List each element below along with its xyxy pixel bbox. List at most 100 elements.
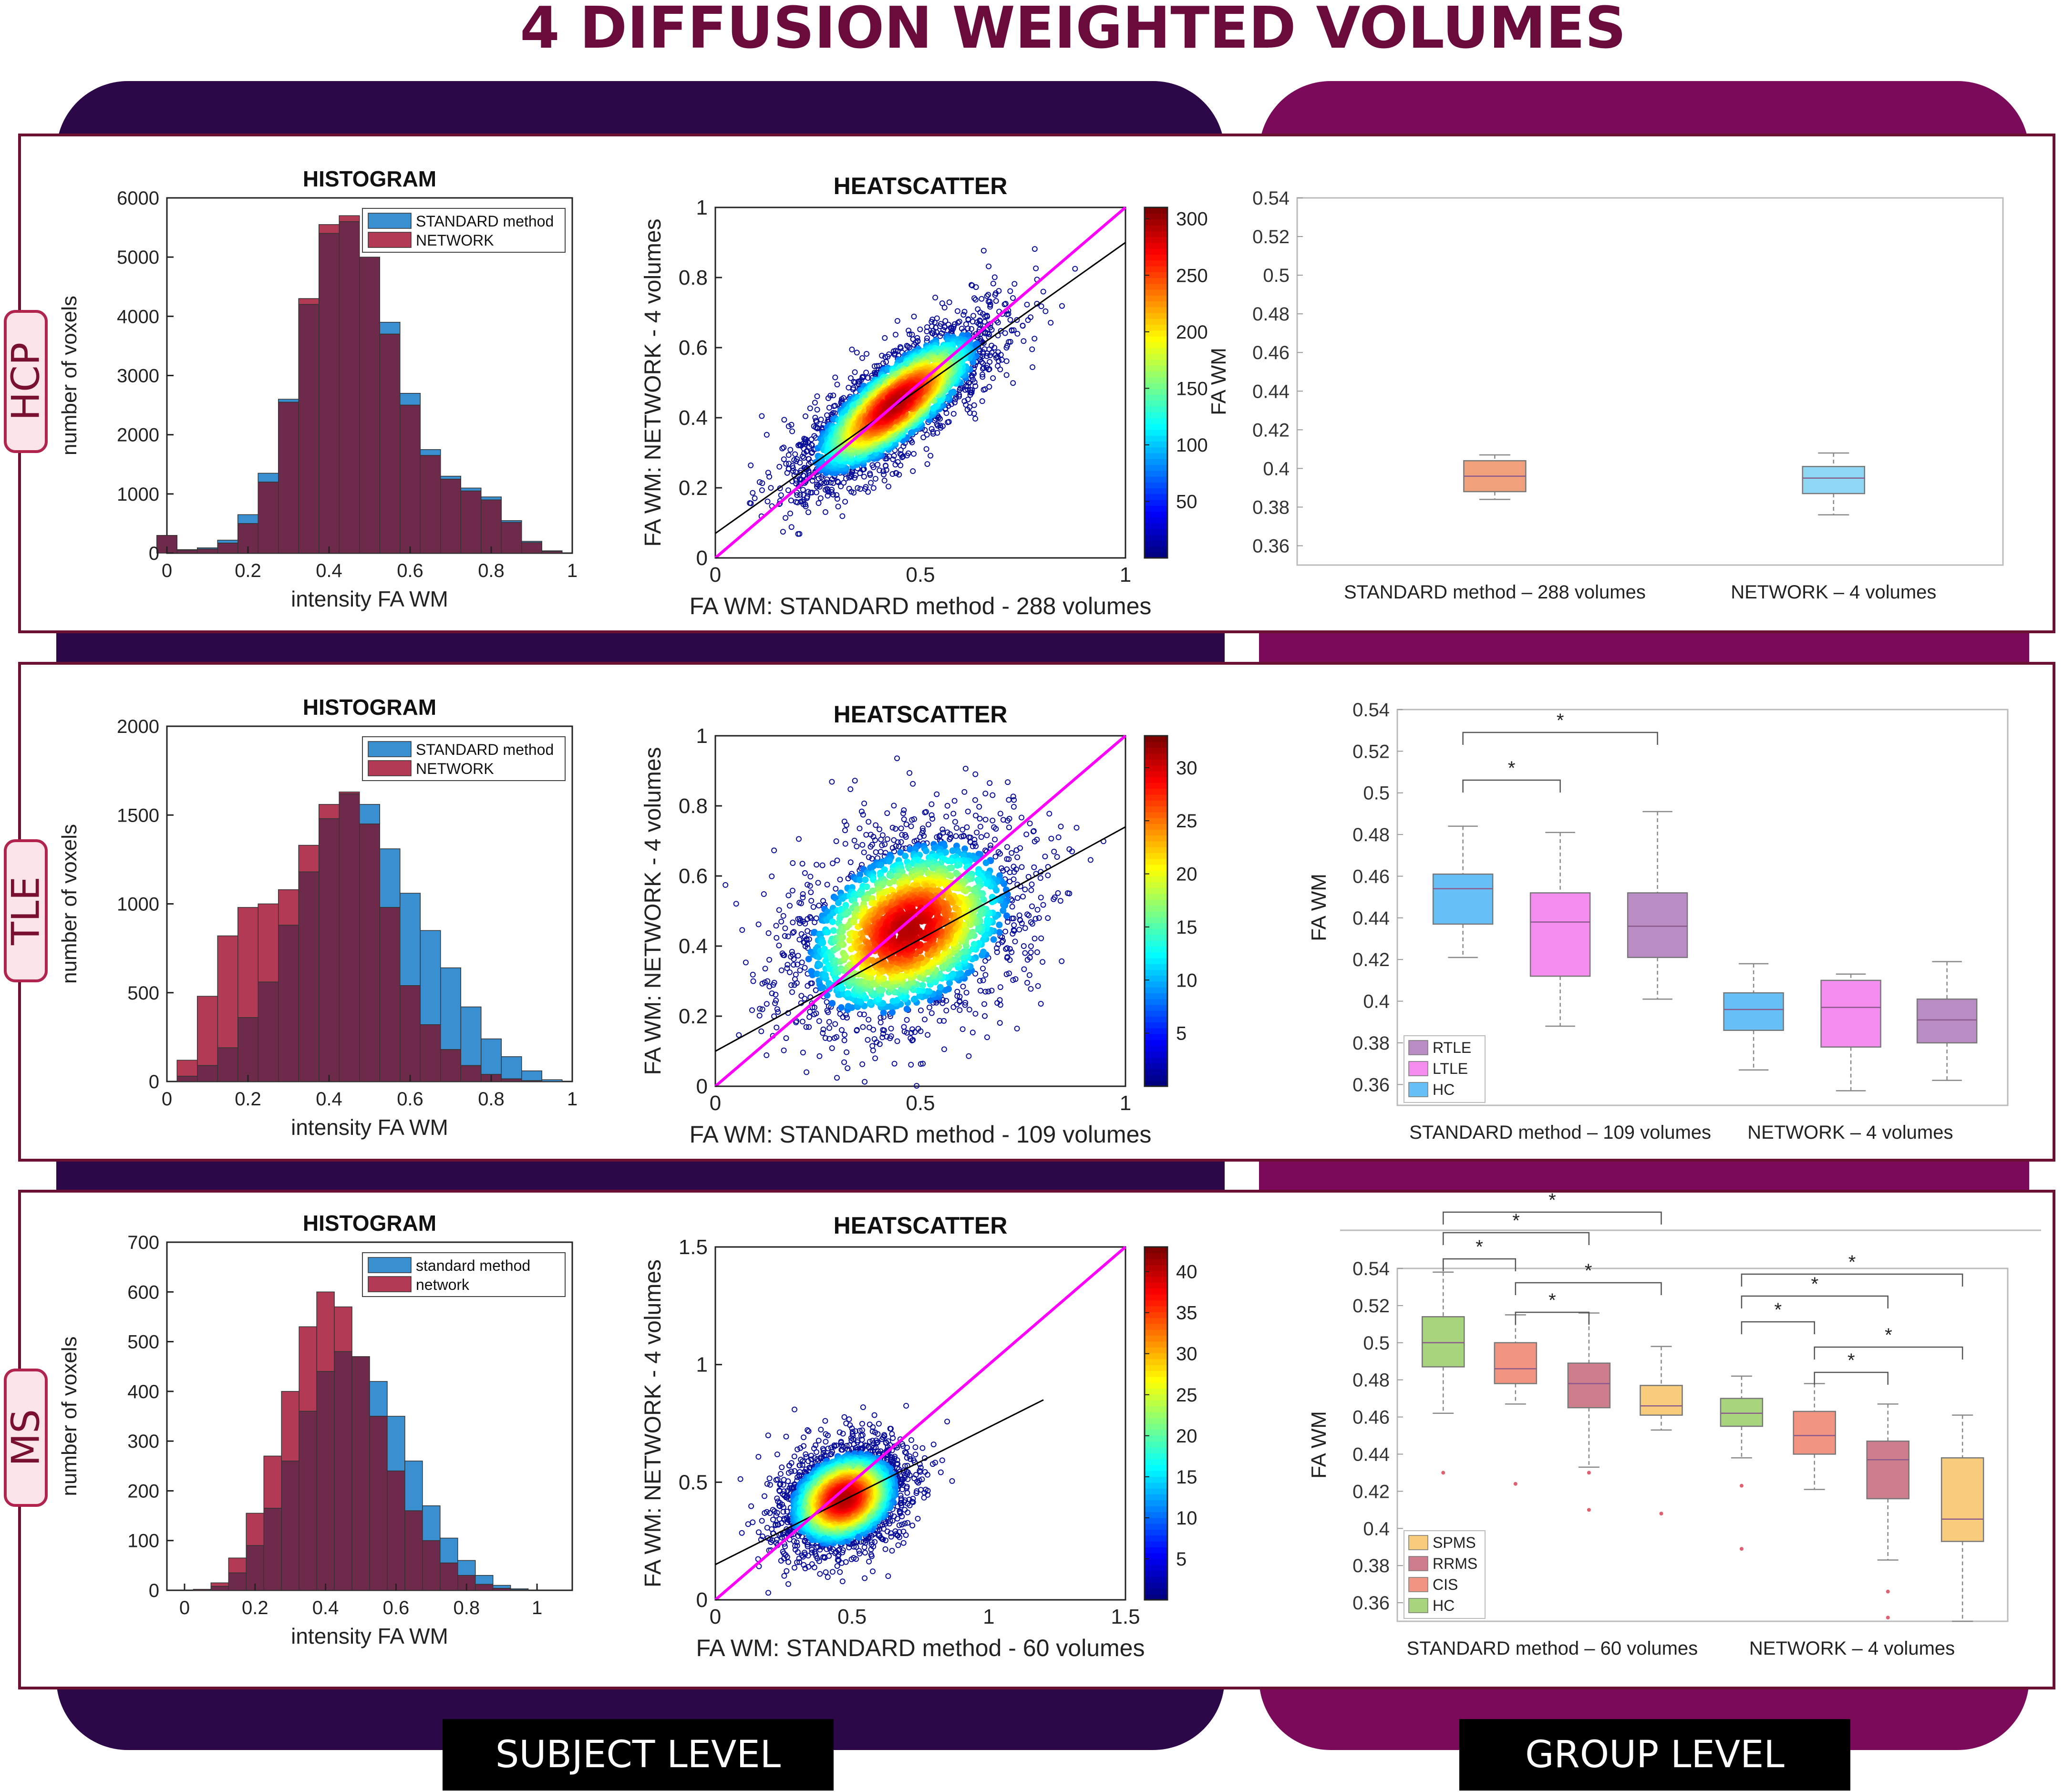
scatter-point — [1040, 902, 1046, 908]
scatter-point — [891, 848, 897, 855]
scatter-point — [890, 456, 896, 463]
histogram-bar-overlap — [521, 542, 542, 554]
histogram-bar — [298, 845, 320, 873]
scatter-point — [722, 882, 729, 888]
scatter-point — [733, 901, 739, 907]
scatter-point — [915, 1026, 921, 1032]
scatter-point — [1009, 327, 1015, 333]
legend-swatch — [368, 213, 412, 229]
scatter-point — [994, 949, 1000, 955]
scatter-point — [1072, 266, 1078, 272]
scatter-point — [1029, 903, 1035, 909]
scatter-point — [889, 1009, 896, 1016]
scatter-point — [854, 844, 860, 849]
scatter-point — [924, 461, 930, 467]
scatter-point — [924, 335, 930, 341]
histogram-bar-overlap — [420, 455, 441, 554]
scatter-point — [982, 816, 989, 823]
scatter-point — [939, 963, 946, 970]
scatter-point — [929, 801, 935, 807]
scatter-point — [908, 429, 915, 436]
boxplot-group-label: NETWORK – 4 volumes — [1731, 582, 1936, 603]
scatter-point — [1038, 1001, 1044, 1007]
colorbar-segment — [1145, 353, 1167, 360]
figure-title: 4 DIFFUSION WEIGHTED VOLUMES — [520, 0, 1626, 62]
scatter-point — [805, 489, 811, 495]
scatter-point — [1007, 878, 1013, 885]
scatter-point — [987, 302, 993, 308]
scatter-point — [993, 355, 1000, 361]
scatter-point — [882, 335, 888, 341]
scatter-point — [879, 842, 885, 848]
histogram-bar-overlap — [501, 1078, 522, 1082]
scatter-point — [1033, 265, 1039, 271]
scatter-point — [978, 988, 984, 994]
colorbar-segment — [1145, 458, 1167, 465]
scatter-point — [806, 1024, 812, 1030]
scatter-point — [871, 1036, 877, 1042]
scatter-point — [897, 849, 904, 856]
scatter-point — [886, 484, 891, 490]
scatter-point — [934, 834, 940, 840]
scatter-point — [798, 900, 804, 906]
scatter-point — [880, 468, 887, 474]
scatter-point — [932, 332, 938, 338]
scatter-point — [1022, 950, 1028, 956]
scatter-point — [787, 447, 794, 453]
scatter-point — [891, 803, 897, 809]
scatter-point — [1032, 246, 1038, 252]
scatter-point — [869, 957, 876, 964]
scatter-point — [785, 487, 791, 494]
scatter-point — [787, 903, 793, 909]
scatter-point — [859, 842, 866, 848]
scatter-point — [780, 913, 786, 919]
scatter-point — [909, 874, 916, 880]
scatter-point — [781, 417, 787, 423]
scatter-point — [1051, 896, 1057, 902]
scatter-point — [953, 833, 959, 839]
y-tick-label: 0 — [149, 543, 159, 564]
scatter-point — [849, 346, 855, 352]
scatter-point — [995, 941, 1001, 947]
scatter-point — [880, 1031, 886, 1037]
scatter-point — [819, 862, 826, 868]
scatter-point — [838, 484, 844, 489]
histogram-bar — [379, 322, 401, 335]
scatter-point — [964, 969, 971, 977]
scatter-point — [797, 460, 803, 466]
colorbar-segment — [1145, 482, 1167, 488]
scatter-point — [826, 1019, 832, 1025]
fit-line — [715, 242, 1126, 534]
heatscatter-title: HEATSCATTER — [834, 173, 1008, 199]
y-tick-label: 5000 — [117, 247, 159, 268]
y-tick-label: 0.4 — [1263, 458, 1290, 479]
scatter-point — [986, 384, 992, 390]
scatter-point — [824, 486, 830, 492]
scatter-point — [906, 344, 912, 350]
scatter-point — [971, 855, 978, 863]
scatter-point — [829, 1000, 836, 1007]
scatter-point — [922, 1016, 928, 1022]
scatter-point — [869, 462, 876, 468]
scatter-point — [834, 1034, 840, 1040]
scatter-point — [977, 978, 983, 984]
scatter-point — [863, 883, 870, 890]
scatter-point — [987, 780, 993, 786]
scatter-point — [784, 965, 790, 971]
scatter-point — [774, 935, 780, 941]
legend-swatch — [368, 741, 412, 757]
colorbar-tick-label: 300 — [1176, 209, 1208, 230]
scatter-point — [757, 1006, 763, 1012]
scatter-point — [765, 470, 771, 476]
histogram-bar-overlap — [440, 1049, 461, 1082]
scatter-point — [834, 857, 840, 864]
scatter-point — [822, 1035, 828, 1041]
scatter-point — [800, 487, 806, 493]
scatter-point — [814, 970, 821, 978]
scatter-point — [756, 479, 763, 485]
scatter-point — [785, 892, 792, 898]
scatter-point — [1021, 966, 1027, 972]
scatter-point — [797, 967, 803, 973]
scatter-point — [1025, 317, 1031, 323]
scatter-point — [895, 459, 901, 465]
